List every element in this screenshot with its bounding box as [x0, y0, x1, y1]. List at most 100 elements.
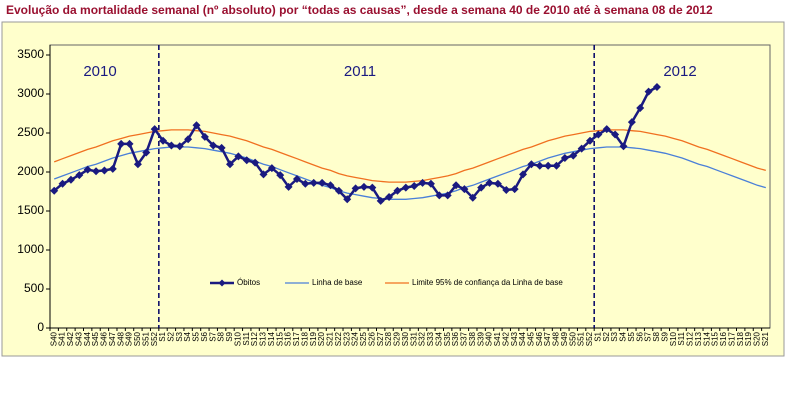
- data-point: [426, 179, 435, 188]
- data-point: [192, 121, 201, 130]
- x-tick-label: S16: [719, 331, 728, 346]
- chart-title: Evolução da mortalidade semanal (nº abso…: [6, 3, 713, 17]
- x-tick-label: S42: [66, 331, 75, 346]
- x-tick-label: S6: [200, 331, 209, 341]
- x-tick-label: S20: [317, 331, 326, 346]
- data-point: [460, 185, 469, 194]
- data-point: [401, 183, 410, 192]
- data-point: [50, 186, 59, 195]
- data-point: [368, 183, 377, 192]
- data-point: [318, 178, 327, 187]
- x-tick-label: S19: [744, 331, 753, 346]
- data-point: [385, 192, 394, 201]
- year-label: 2010: [83, 63, 116, 80]
- x-tick-label: S47: [543, 331, 552, 346]
- x-tick-label: S43: [74, 331, 83, 346]
- x-tick-label: S45: [527, 331, 536, 346]
- data-point: [644, 87, 653, 96]
- x-tick-label: S32: [418, 331, 427, 346]
- data-point: [594, 130, 603, 139]
- data-point: [226, 160, 234, 169]
- x-tick-label: S17: [727, 331, 736, 346]
- x-tick-label: S14: [702, 331, 711, 346]
- data-point: [92, 167, 101, 176]
- data-point: [234, 152, 243, 161]
- x-tick-label: S12: [250, 331, 259, 346]
- data-point: [611, 130, 620, 139]
- x-tick-label: S7: [644, 331, 653, 341]
- x-tick-label: S25: [359, 331, 368, 346]
- data-point: [75, 171, 84, 180]
- x-tick-label: S49: [560, 331, 569, 346]
- data-point: [292, 175, 301, 184]
- data-point: [284, 182, 293, 191]
- x-tick-label: S16: [284, 331, 293, 346]
- data-point: [276, 171, 285, 180]
- year-label: 2011: [344, 63, 376, 80]
- x-tick-label: S37: [460, 331, 469, 346]
- legend-label: Limite 95% de confiança da Linha de base: [412, 278, 563, 287]
- x-tick-label: S38: [468, 331, 477, 346]
- x-tick-label: S4: [183, 331, 192, 341]
- x-tick-label: S14: [267, 331, 276, 346]
- x-tick-label: S19: [309, 331, 318, 346]
- data-point: [58, 179, 67, 188]
- x-tick-label: S28: [384, 331, 393, 346]
- data-point: [519, 170, 528, 179]
- x-tick-label: S50: [133, 331, 142, 346]
- x-tick-label: S39: [476, 331, 485, 346]
- data-point: [468, 193, 477, 202]
- x-tick-label: S10: [233, 331, 242, 346]
- data-point: [577, 144, 586, 153]
- data-point: [435, 191, 444, 200]
- x-tick-label: S47: [108, 331, 117, 346]
- data-point: [569, 151, 578, 160]
- x-tick-label: S21: [326, 331, 335, 346]
- data-point: [83, 165, 92, 174]
- x-tick-label: S5: [192, 331, 201, 341]
- x-tick-label: S36: [451, 331, 460, 346]
- data-point: [351, 184, 360, 193]
- data-point: [117, 139, 126, 148]
- data-point: [418, 178, 427, 187]
- data-point: [485, 178, 494, 187]
- x-tick-label: S22: [334, 331, 343, 346]
- data-point: [452, 181, 461, 190]
- x-tick-label: S9: [660, 331, 669, 341]
- x-tick-label: S15: [275, 331, 284, 346]
- data-point: [627, 118, 636, 127]
- x-tick-label: S11: [242, 331, 251, 345]
- y-tick-label: 2500: [17, 125, 44, 139]
- data-point: [217, 143, 226, 152]
- x-tick-label: S30: [401, 331, 410, 346]
- x-tick-label: S45: [91, 331, 100, 346]
- data-point: [652, 82, 661, 91]
- x-tick-label: S3: [175, 331, 184, 341]
- x-tick-label: S15: [711, 331, 720, 346]
- x-tick-label: S20: [753, 331, 762, 346]
- y-tick-label: 3500: [17, 47, 44, 61]
- data-point: [410, 182, 419, 191]
- y-tick-label: 2000: [17, 164, 44, 178]
- x-tick-label: S26: [367, 331, 376, 346]
- x-tick-label: S49: [125, 331, 134, 346]
- x-tick-label: S10: [669, 331, 678, 346]
- x-tick-label: S24: [351, 331, 360, 346]
- x-tick-label: S46: [535, 331, 544, 346]
- x-tick-label: S18: [736, 331, 745, 346]
- x-tick-label: S33: [426, 331, 435, 346]
- data-point: [636, 104, 645, 113]
- x-tick-label: S35: [443, 331, 452, 346]
- data-point: [267, 164, 276, 173]
- data-point: [159, 136, 168, 145]
- data-point: [242, 156, 251, 165]
- x-tick-label: S11: [677, 331, 686, 345]
- x-tick-label: S52: [150, 331, 159, 346]
- data-point: [66, 175, 75, 184]
- data-point: [334, 186, 343, 195]
- x-tick-label: S27: [376, 331, 385, 346]
- data-point: [560, 153, 569, 162]
- data-point: [125, 139, 134, 148]
- data-point: [259, 170, 268, 179]
